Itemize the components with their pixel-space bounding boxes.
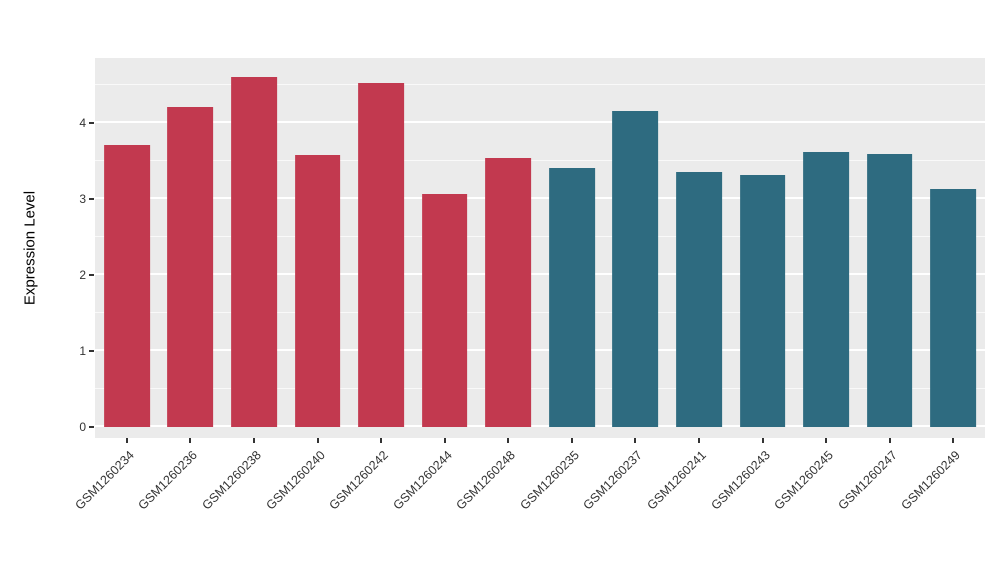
x-axis-tick-mark — [316, 438, 319, 443]
gridline-major — [95, 196, 985, 199]
y-axis-tick-mark — [89, 273, 94, 276]
x-tick-label: GSM1260235 — [517, 448, 582, 513]
y-tick-label: 0 — [79, 419, 86, 434]
gridline-major — [95, 272, 985, 275]
y-axis-tick-mark — [89, 425, 94, 428]
x-tick-label: GSM1260238 — [199, 448, 264, 513]
x-tick-label: GSM1260248 — [453, 448, 519, 513]
bar — [866, 153, 913, 427]
bar — [294, 155, 341, 427]
x-axis-tick-mark — [634, 438, 637, 443]
y-tick-label: 1 — [79, 343, 86, 358]
y-tick-label: 3 — [79, 191, 86, 206]
bar — [548, 168, 595, 427]
x-tick-label: GSM1260240 — [262, 448, 328, 513]
x-axis-tick-mark — [507, 438, 510, 443]
y-axis-tick-mark — [89, 349, 94, 352]
x-tick-label: GSM1260243 — [707, 448, 773, 513]
y-axis-ticks: 0 1 2 3 4 — [50, 58, 86, 438]
gridline-minor — [95, 235, 985, 237]
x-tick-label: GSM1260234 — [72, 448, 137, 513]
bar — [231, 77, 277, 427]
gridline-minor — [95, 311, 985, 313]
x-axis-tick-mark — [952, 438, 955, 443]
bar — [676, 172, 722, 427]
bar — [103, 145, 150, 427]
bar — [167, 107, 214, 427]
gridline-minor — [95, 159, 985, 161]
bar — [485, 157, 532, 427]
x-axis-tick-mark — [570, 438, 573, 443]
x-tick-label: GSM1260244 — [390, 448, 455, 513]
x-tick-label: GSM1260236 — [135, 448, 201, 513]
gridline-major — [95, 424, 985, 427]
bar — [803, 151, 849, 427]
y-tick-label: 4 — [79, 115, 86, 130]
gridline-major — [95, 120, 985, 123]
x-axis-tick-mark — [189, 438, 192, 443]
x-tick-label: GSM1260237 — [580, 448, 646, 513]
plot-panel — [95, 58, 985, 438]
x-tick-label: GSM1260245 — [771, 448, 836, 513]
x-tick-label: GSM1260242 — [326, 448, 391, 513]
x-axis-tick-mark — [825, 438, 828, 443]
y-axis-tick-mark — [89, 121, 94, 124]
x-axis-tick-mark — [761, 438, 764, 443]
x-tick-label: GSM1260247 — [835, 448, 900, 513]
bar — [739, 175, 786, 427]
bar — [421, 194, 468, 427]
y-axis-title: Expression Level — [21, 190, 39, 306]
x-axis-tick-mark — [888, 438, 891, 443]
x-tick-label: GSM1260249 — [898, 448, 964, 513]
bar — [358, 83, 404, 427]
bar — [612, 111, 659, 427]
x-axis-tick-mark — [443, 438, 446, 443]
x-axis-tick-mark — [697, 438, 700, 443]
bar — [930, 188, 977, 427]
x-axis-tick-mark — [125, 438, 128, 443]
x-axis-tick-mark — [380, 438, 383, 443]
x-tick-label: GSM1260241 — [644, 448, 709, 513]
gridline-minor — [95, 387, 985, 389]
y-axis-tick-mark — [89, 197, 94, 200]
x-axis-labels: GSM1260234 GSM1260236 GSM1260238 GSM1260240… — [72, 448, 985, 568]
x-axis-tick-mark — [252, 438, 255, 443]
gridline-major — [95, 348, 985, 351]
gridline-minor — [95, 83, 985, 85]
y-tick-label: 2 — [79, 267, 86, 282]
